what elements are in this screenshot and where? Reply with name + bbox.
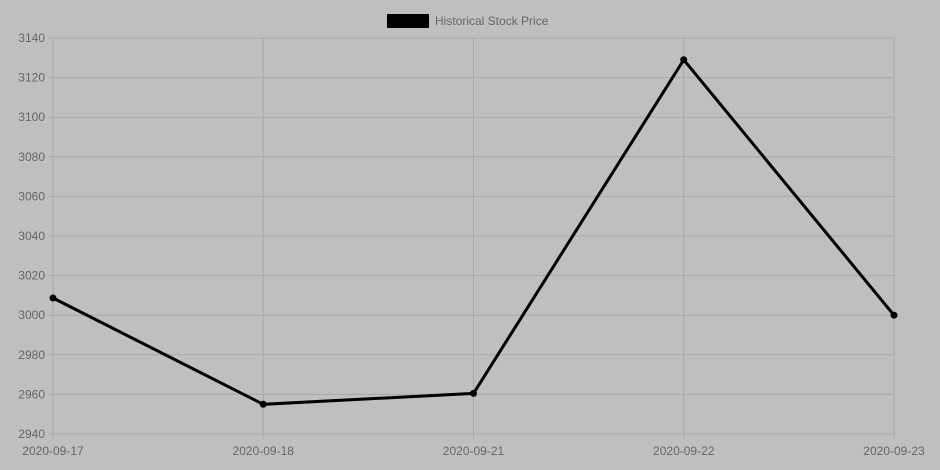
data-point[interactable]: [890, 311, 898, 319]
legend[interactable]: Historical Stock Price: [387, 14, 549, 28]
data-point[interactable]: [259, 400, 267, 408]
x-tick-label: 2020-09-18: [233, 444, 295, 458]
x-tick-label: 2020-09-23: [863, 444, 925, 458]
x-tick-label: 2020-09-21: [443, 444, 505, 458]
data-point[interactable]: [680, 56, 688, 64]
y-tick-label: 3040: [18, 229, 45, 243]
y-tick-label: 3140: [18, 31, 45, 45]
y-tick-label: 3120: [18, 71, 45, 85]
y-tick-label: 3000: [18, 308, 45, 322]
y-tick-label: 3060: [18, 189, 45, 203]
y-tick-label: 2980: [18, 348, 45, 362]
x-tick-label: 2020-09-22: [653, 444, 715, 458]
legend-label[interactable]: Historical Stock Price: [435, 14, 549, 28]
data-point[interactable]: [470, 389, 477, 397]
y-tick-label: 2960: [18, 387, 45, 401]
series-lines: [49, 56, 898, 408]
y-tick-label: 3080: [18, 150, 45, 164]
legend-swatch[interactable]: [387, 14, 429, 28]
grid-lines: [48, 37, 895, 439]
y-tick-label: 2940: [18, 427, 45, 441]
axis-labels: 2940 2960 2980 3000 3020 3040 3060 3080 3100 3120…: [18, 31, 925, 458]
y-tick-label: 3100: [18, 110, 45, 124]
y-tick-label: 3020: [18, 269, 45, 283]
x-tick-label: 2020-09-17: [22, 444, 84, 458]
data-point[interactable]: [49, 294, 57, 302]
